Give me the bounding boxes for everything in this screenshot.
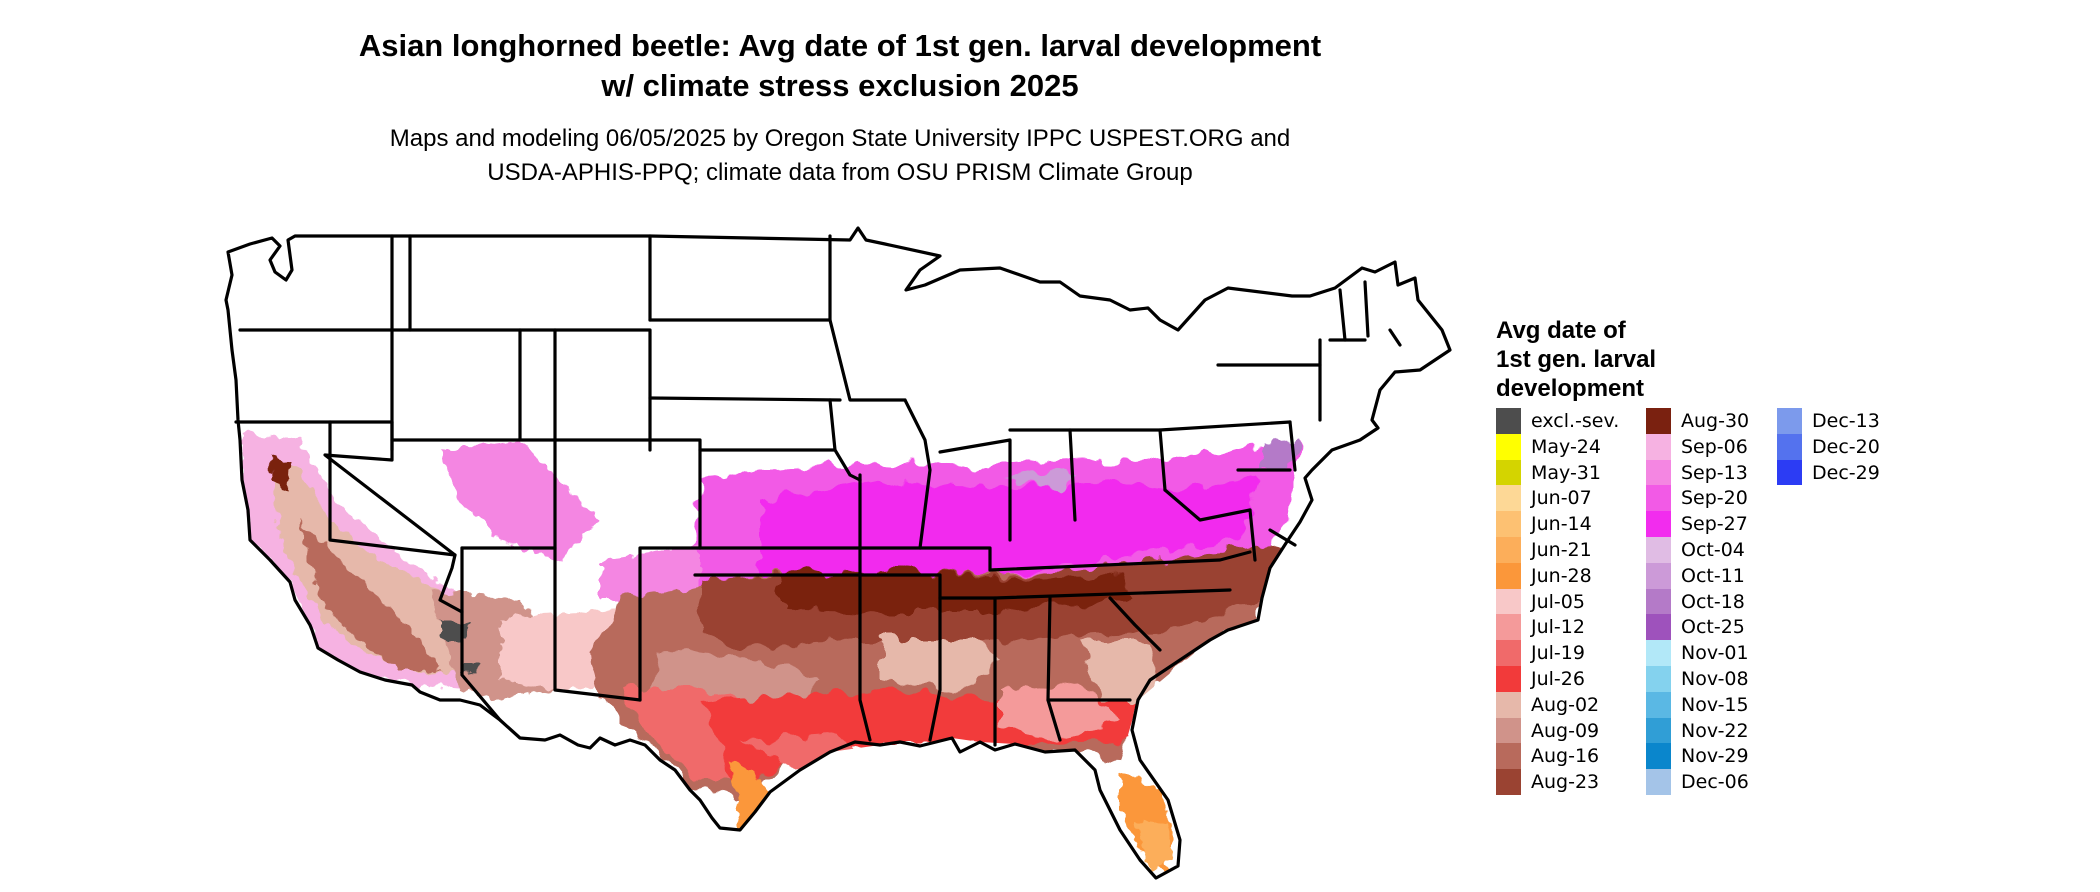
legend-swatch: [1496, 743, 1521, 770]
map-subtitle-line-2: USDA-APHIS-PPQ; climate data from OSU PR…: [487, 159, 1193, 186]
legend-swatch: [1646, 511, 1671, 537]
legend-label: Dec-13: [1812, 410, 1880, 432]
legend-label: Aug-30: [1681, 410, 1750, 432]
legend-swatch: [1496, 511, 1521, 537]
legend-label: Dec-20: [1812, 435, 1880, 458]
legend-label: Nov-15: [1681, 693, 1749, 716]
legend-swatch: [1496, 433, 1521, 460]
legend-swatch: [1646, 433, 1671, 460]
legend-label: Sep-13: [1681, 461, 1748, 484]
legend-swatch: [1496, 536, 1521, 563]
legend-swatch: [1496, 408, 1521, 434]
legend-title-line-3: development: [1496, 375, 1645, 402]
legend-label: May-31: [1531, 461, 1601, 484]
legend-label: Sep-27: [1681, 513, 1748, 536]
legend-swatch: [1496, 691, 1521, 718]
legend-label: Jun-07: [1531, 487, 1592, 510]
legend-swatch: [1496, 459, 1521, 486]
legend-label: Dec-29: [1812, 461, 1880, 484]
legend-label: Nov-08: [1681, 667, 1749, 690]
legend-label: Nov-01: [1681, 642, 1749, 665]
legend-swatch: [1496, 640, 1521, 666]
legend-swatch: [1777, 433, 1802, 460]
legend-swatch: [1646, 485, 1671, 512]
legend-title-line-1: Avg date of: [1496, 317, 1626, 344]
state-boundaries: [224, 226, 1452, 880]
legend-label: Sep-20: [1681, 487, 1748, 510]
legend-swatch: [1646, 588, 1671, 615]
legend-swatch: [1496, 562, 1521, 589]
raster-layer: [242, 432, 1300, 878]
legend-swatch: [1646, 743, 1671, 770]
legend-label: Jun-28: [1531, 564, 1592, 587]
legend-swatch: [1646, 640, 1671, 666]
legend-label: Jul-26: [1531, 667, 1585, 690]
legend-label: Oct-04: [1681, 538, 1745, 561]
legend-label: Jul-12: [1531, 616, 1585, 639]
legend-swatch: [1646, 614, 1671, 641]
legend-swatch: [1646, 691, 1671, 718]
legend-swatch: [1777, 459, 1802, 486]
legend-swatch: [1496, 588, 1521, 615]
legend-label: Jun-14: [1531, 513, 1592, 536]
us-outline: [224, 226, 1452, 880]
legend-label: Oct-11: [1681, 564, 1745, 587]
legend-label: May-24: [1531, 435, 1601, 458]
legend-swatch: [1646, 717, 1671, 744]
legend-swatch: [1646, 536, 1671, 563]
legend-swatch: [1646, 665, 1671, 692]
legend-swatch: [1646, 769, 1671, 795]
legend-label: excl.-sev.: [1531, 410, 1620, 432]
legend-label: Oct-18: [1681, 590, 1745, 613]
legend-label: Jun-21: [1531, 538, 1592, 561]
legend-label: Jul-19: [1531, 642, 1585, 665]
legend-label: Jul-05: [1531, 590, 1585, 613]
legend-swatch: [1646, 408, 1671, 434]
legend-label: Oct-25: [1681, 616, 1745, 639]
legend-label: Aug-02: [1531, 693, 1600, 716]
legend-label: Aug-23: [1531, 771, 1600, 794]
legend-swatch: [1496, 485, 1521, 512]
legend-label: Nov-22: [1681, 719, 1749, 742]
map-title-line-2: w/ climate stress exclusion 2025: [601, 68, 1079, 103]
legend-swatch: [1646, 459, 1671, 486]
map-title-line-1: Asian longhorned beetle: Avg date of 1st…: [358, 28, 1322, 63]
legend-label: Sep-06: [1681, 435, 1748, 458]
legend-swatch: [1496, 614, 1521, 641]
legend-swatch: [1777, 408, 1802, 434]
legend-label: Aug-09: [1531, 719, 1600, 742]
legend-swatch: [1496, 769, 1521, 795]
legend-swatch: [1496, 665, 1521, 692]
legend-swatch: [1496, 717, 1521, 744]
legend-label: Dec-06: [1681, 771, 1749, 794]
legend-label: Nov-29: [1681, 745, 1749, 768]
legend-swatch: [1646, 562, 1671, 589]
raster-gulf-florida: [730, 760, 1175, 878]
legend-title: Avg date of 1st gen. larval development: [1496, 316, 1756, 403]
legend-title-line-2: 1st gen. larval: [1496, 346, 1657, 373]
map-subtitle-line-1: Maps and modeling 06/05/2025 by Oregon S…: [389, 125, 1291, 152]
legend-label: Aug-16: [1531, 745, 1600, 768]
